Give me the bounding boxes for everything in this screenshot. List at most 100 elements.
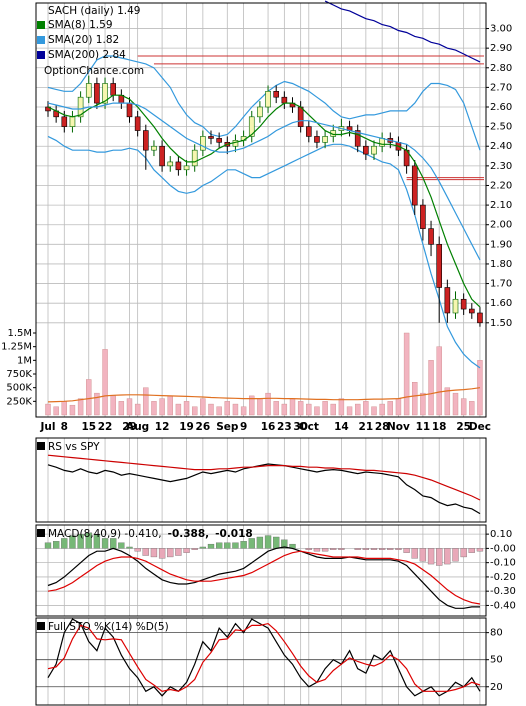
histogram-bar — [395, 548, 402, 550]
histogram-bar — [411, 548, 418, 559]
volume-bar — [257, 398, 263, 416]
volume-bar — [86, 379, 92, 416]
histogram-bar — [370, 548, 378, 550]
volume-bar — [200, 398, 206, 416]
volume-bar — [151, 401, 157, 416]
panel-frame — [35, 617, 487, 706]
candle-body — [297, 106, 304, 127]
volume-bar — [159, 398, 165, 416]
candle-body — [305, 126, 312, 137]
y-tick-label: 2.90 — [490, 43, 512, 54]
x-tick-label: Aug — [126, 421, 149, 433]
histogram-bar — [248, 538, 255, 549]
x-tick-label: 28 — [375, 421, 390, 433]
indicator-line — [47, 618, 481, 697]
histogram-bar — [403, 548, 410, 553]
candle-body — [102, 83, 108, 104]
y-tick-label: 20 — [490, 682, 503, 693]
x-tick-label: 25 — [456, 421, 471, 433]
y-tick-label: 1.70 — [490, 279, 512, 290]
candle-body — [411, 165, 418, 206]
x-tick-label: Nov — [387, 421, 410, 433]
histogram-bar — [77, 533, 84, 549]
x-tick-label: 9 — [240, 421, 247, 433]
y2-tick-label: 250K — [6, 396, 32, 407]
volume-bar — [306, 403, 312, 416]
y2-tick-label: 1.5M — [7, 328, 32, 339]
volume-bar — [53, 406, 59, 416]
candle-body — [436, 244, 443, 288]
candle-body — [134, 116, 141, 131]
y-tick-label: 1.90 — [490, 239, 512, 250]
legend-label: SMA(200) 2.84 — [48, 49, 126, 61]
legend-swatch — [37, 622, 45, 630]
candle-body — [77, 96, 84, 118]
y-tick-label: 2.10 — [490, 200, 512, 211]
candle-body — [257, 106, 263, 118]
candle-body — [420, 204, 426, 229]
x-tick-label: 22 — [98, 421, 113, 433]
y-tick-label: -0.40 — [490, 600, 516, 611]
candle-body — [477, 312, 483, 324]
indicator-line — [47, 546, 480, 609]
histogram-bar — [69, 535, 76, 549]
y-tick-label: 2.00 — [490, 220, 512, 231]
watermark: OptionChance.com — [44, 65, 144, 77]
legend-label: SMA(8) 1.59 — [48, 19, 113, 31]
legend-label: MACD(8,40,9) -0.410, — [48, 528, 162, 540]
volume-bar — [183, 401, 190, 416]
candle-body — [468, 308, 475, 314]
x-tick-label: 12 — [155, 421, 170, 433]
y-tick-label: -0.00 — [490, 543, 516, 554]
volume-bar — [208, 403, 214, 416]
volume-bar — [395, 398, 402, 416]
panel — [36, 3, 486, 417]
volume-bar — [167, 395, 173, 416]
legend-swatch — [37, 442, 45, 450]
histogram-bar — [85, 532, 92, 549]
y-tick-label: 2.20 — [490, 180, 512, 191]
histogram-bar — [362, 548, 370, 550]
histogram-bar — [305, 548, 312, 550]
histogram-bar — [93, 533, 101, 549]
y-tick-label: 50 — [490, 655, 503, 666]
volume-bar — [412, 382, 418, 416]
x-tick-label: 15 — [81, 421, 96, 433]
histogram-bar — [264, 535, 272, 549]
x-tick-label: 30 — [293, 421, 308, 433]
histogram-bar — [101, 538, 109, 549]
volume-bar — [232, 403, 239, 416]
y-tick-label: 2.30 — [490, 161, 512, 172]
y-tick-label: 2.40 — [490, 141, 512, 152]
histogram-bar — [215, 542, 223, 549]
y-tick-label: 2.70 — [490, 82, 512, 93]
volume-bar — [289, 398, 296, 416]
volume-bar — [45, 403, 51, 416]
candle-body — [85, 83, 92, 98]
candle-body — [151, 145, 157, 151]
candle-body — [273, 91, 280, 98]
y-tick-label: -0.10 — [490, 558, 516, 569]
x-tick-label: 23 — [277, 421, 292, 433]
candle-body — [183, 165, 190, 171]
histogram-bar — [444, 548, 451, 565]
histogram-bar — [134, 548, 141, 552]
histogram-bar — [61, 538, 68, 549]
candle-body — [452, 298, 459, 314]
histogram-bar — [191, 548, 198, 550]
legend-swatch — [37, 529, 45, 537]
histogram-bar — [436, 548, 443, 566]
volume-bar — [322, 401, 328, 416]
candle-body — [167, 161, 174, 167]
volume-bar — [216, 406, 222, 416]
candle-body — [175, 161, 182, 171]
volume-bar — [436, 346, 442, 416]
volume-bar — [330, 403, 336, 416]
candle-body — [208, 136, 214, 139]
volume-bar — [346, 406, 353, 416]
panel-frame — [35, 2, 487, 418]
histogram-bar — [313, 548, 321, 552]
histogram-bar — [44, 542, 52, 549]
volume-bar — [387, 401, 393, 416]
